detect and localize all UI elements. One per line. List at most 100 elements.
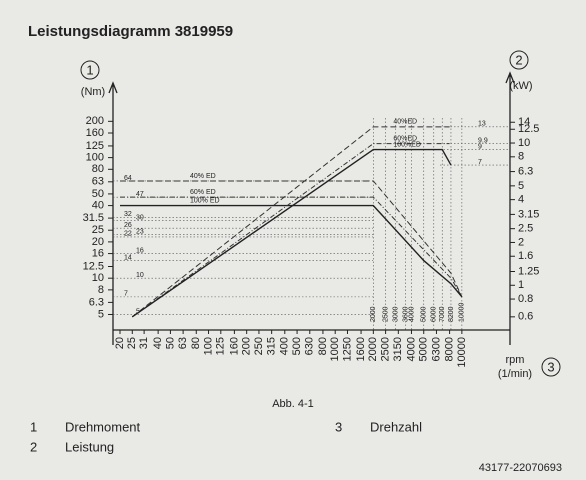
x-tick-label: 63 (177, 337, 189, 349)
chart-title: Leistungsdiagramm 3819959 (28, 23, 233, 40)
x-tick-label: 630 (304, 337, 316, 355)
torque-mark-label: 32 (124, 211, 132, 218)
y-tick-label: 12.5 (83, 260, 104, 272)
x-tick-label: 4000 (405, 337, 417, 361)
y-tick-label: 160 (86, 127, 104, 139)
y-tick-label: 100 (86, 152, 104, 164)
x-tick-label: 160 (228, 337, 240, 355)
x-tick-label: 500 (291, 337, 303, 355)
y-tick-label: 10 (92, 272, 104, 284)
x-tick-label: 8000 (444, 337, 456, 361)
x-tick-label: 50 (164, 337, 176, 349)
x-label: rpm (506, 354, 525, 366)
series-label: 60%ED (393, 135, 417, 142)
y-axis (108, 81, 118, 345)
rpm-mark-label: 2000 (370, 306, 377, 322)
y2-tick-label: 4 (518, 194, 524, 206)
power-mark-label: 7 (478, 159, 482, 166)
series-line (120, 204, 463, 298)
power-mark-label: 13 (478, 121, 486, 128)
x-tick-label: 250 (253, 337, 265, 355)
y2-axis (505, 71, 515, 345)
y2-tick-label: 1.25 (518, 265, 539, 277)
x-tick-label: 2000 (367, 337, 379, 361)
torque-mark-label: 30 (136, 215, 144, 222)
y2-tick-label: 0.6 (518, 311, 533, 323)
series-label: 100% ED (190, 197, 220, 204)
y-tick-label: 63 (92, 176, 104, 188)
footer: 43177-22070693 (479, 462, 562, 474)
rpm-mark-label: 10000 (459, 302, 466, 322)
y2-tick-label: 2 (518, 236, 524, 248)
x-tick-label: 5000 (418, 337, 430, 361)
rpm-mark-label: 8200 (448, 306, 455, 322)
y2-tick-label: 5 (518, 180, 524, 192)
torque-mark-label: 16 (136, 247, 144, 254)
power-mark-label: 9.9 (478, 137, 488, 144)
torque-mark-label: 14 (124, 254, 132, 261)
x-tick-label: 200 (241, 337, 253, 355)
y-tick-label: 6.3 (89, 296, 104, 308)
x-tick-label: 800 (317, 337, 329, 355)
y-tick-label: 125 (86, 140, 104, 152)
caption: Abb. 4-1 (272, 398, 314, 410)
y-tick-label: 20 (92, 236, 104, 248)
y2-tick-label: 14 (518, 116, 530, 128)
y-label: (Nm) (81, 86, 105, 98)
y-tick-label: 40 (92, 200, 104, 212)
series-line (131, 126, 450, 318)
x-tick-label: 100 (202, 337, 214, 355)
power-mark-label: 9 (478, 143, 482, 150)
x-tick-label: 40 (152, 337, 164, 349)
torque-mark-label: 22 (124, 231, 132, 238)
y2-tick-label: 1.6 (518, 250, 533, 262)
x-tick-label: 400 (279, 337, 291, 355)
series-line (131, 143, 450, 318)
y2-tick-label: 0.8 (518, 293, 533, 305)
rpm-mark-label: 6000 (431, 306, 438, 322)
y-tick-label: 25 (92, 224, 104, 236)
y2-label: (kW) (509, 80, 532, 92)
legend-number: 1 (30, 419, 37, 434)
y-tick-label: 200 (86, 115, 104, 127)
rpm-mark-label: 3000 (392, 306, 399, 322)
legend-number: 2 (30, 439, 37, 454)
y2-tick-label: 12.5 (518, 123, 539, 135)
torque-mark-label: 7 (124, 291, 128, 298)
torque-mark-label: 47 (136, 191, 144, 198)
y-tick-label: 50 (92, 188, 104, 200)
x-tick-label: 125 (215, 337, 227, 355)
x-tick-label: 3150 (392, 337, 404, 361)
torque-mark-label: 26 (124, 222, 132, 229)
x-number: 3 (547, 359, 554, 374)
y-tick-label: 8 (98, 284, 104, 296)
y2-tick-label: 8 (518, 151, 524, 163)
x-tick-label: 20 (114, 337, 126, 349)
y2-tick-label: 2.5 (518, 223, 533, 235)
torque-mark-label: 10 (136, 272, 144, 279)
x-tick-label: 6300 (430, 337, 442, 361)
x-tick-label: 80 (190, 337, 202, 349)
axis-badge (80, 60, 100, 80)
legend-label: Leistung (65, 439, 114, 454)
x-tick-label: 25 (126, 337, 138, 349)
series-line (120, 180, 463, 298)
series-line (131, 148, 452, 318)
legend-label: Drehzahl (370, 419, 422, 434)
y-tick-label: 31.5 (83, 212, 104, 224)
y-tick-label: 80 (92, 163, 104, 175)
rpm-mark-label: 4000 (408, 306, 415, 322)
legend-label: Drehmoment (65, 419, 141, 434)
series-label: 40%ED (393, 119, 417, 126)
x-tick-label: 315 (266, 337, 278, 355)
series-label: 60% ED (190, 189, 216, 196)
y2-tick-label: 10 (518, 137, 530, 149)
x-tick-label: 31 (138, 337, 150, 349)
y2-tick-label: 3.15 (518, 208, 539, 220)
x-unit: (1/min) (498, 368, 532, 380)
rpm-mark-label: 3600 (403, 306, 410, 322)
torque-mark-label: 5 (136, 308, 140, 315)
x-tick-label: 2500 (380, 337, 392, 361)
rpm-mark-label: 5000 (421, 306, 428, 322)
y2-tick-label: 6.3 (518, 165, 533, 177)
